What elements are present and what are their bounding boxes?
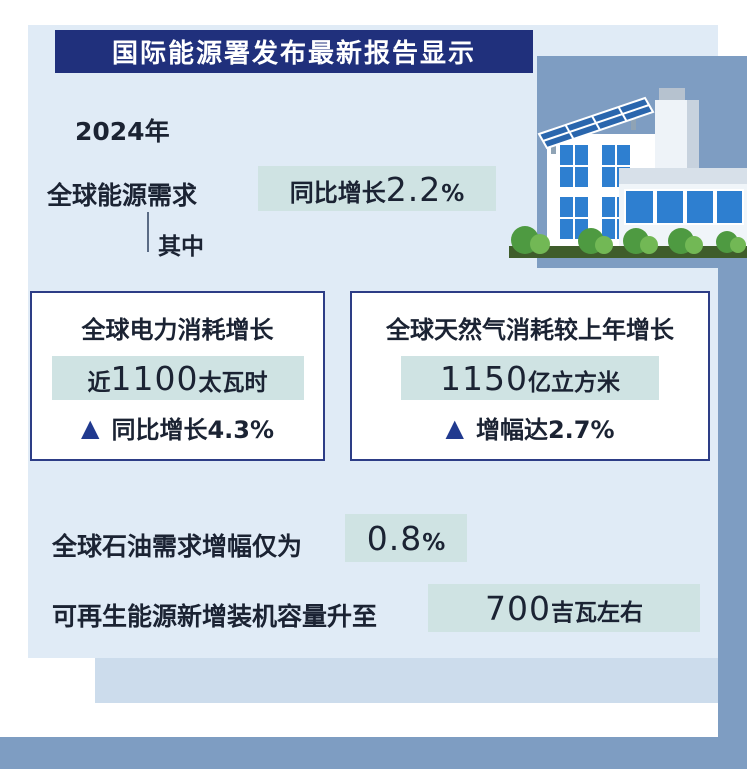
oil-highlight-value: 0.8 bbox=[366, 519, 423, 558]
up-triangle-icon: ▲ bbox=[445, 413, 464, 442]
renewables-highlight-value: 700 bbox=[485, 589, 551, 628]
gas-delta-row: ▲ 增幅达2.7% bbox=[445, 410, 614, 445]
gas-highlight-value: 1150 bbox=[440, 359, 528, 398]
oil-highlight-unit: % bbox=[422, 530, 446, 556]
renewables-highlight: 700 吉瓦左右 bbox=[428, 584, 700, 632]
among-label: 其中 bbox=[158, 234, 204, 260]
gas-highlight: 1150 亿立方米 bbox=[401, 356, 659, 400]
electricity-highlight-value: 1100 bbox=[110, 359, 199, 398]
renewables-highlight-unit: 吉瓦左右 bbox=[551, 600, 643, 626]
oil-label: 全球石油需求增幅仅为 bbox=[52, 532, 303, 561]
demand-highlight: 同比增长 2.2 % bbox=[258, 166, 496, 211]
electricity-highlight-unit: 太瓦时 bbox=[198, 370, 268, 396]
solar-panel-icon bbox=[537, 96, 655, 154]
up-triangle-icon: ▲ bbox=[80, 413, 100, 442]
building-illustration bbox=[509, 88, 747, 258]
gas-title: 全球天然气消耗较上年增长 bbox=[386, 316, 674, 344]
demand-highlight-value: 2.2 bbox=[385, 170, 442, 209]
demand-highlight-prefix: 同比增长 bbox=[289, 179, 386, 207]
gas-delta-text: 增幅达2.7% bbox=[475, 416, 615, 444]
renewables-label: 可再生能源新增装机容量升至 bbox=[52, 602, 378, 631]
electricity-highlight-prefix: 近 bbox=[87, 370, 111, 396]
bush-icons bbox=[511, 226, 746, 254]
gas-highlight-unit: 亿立方米 bbox=[527, 370, 620, 396]
bottom-background-band bbox=[0, 737, 747, 769]
among-connector-line bbox=[147, 212, 149, 252]
electricity-stat-box: 全球电力消耗增长 近 1100 太瓦时 ▲ 同比增长4.3% bbox=[30, 291, 325, 461]
electricity-title: 全球电力消耗增长 bbox=[81, 316, 274, 344]
year-label: 2024年 bbox=[75, 117, 170, 146]
electricity-delta-text: 同比增长4.3% bbox=[111, 416, 275, 444]
electricity-highlight: 近 1100 太瓦时 bbox=[51, 356, 304, 400]
gas-stat-box: 全球天然气消耗较上年增长 1150 亿立方米 ▲ 增幅达2.7% bbox=[350, 291, 710, 461]
demand-label: 全球能源需求 bbox=[47, 181, 198, 210]
banner-title: 国际能源署发布最新报告显示 bbox=[55, 30, 533, 73]
electricity-delta-row: ▲ 同比增长4.3% bbox=[81, 410, 274, 445]
demand-highlight-unit: % bbox=[441, 181, 465, 207]
oil-highlight: 0.8 % bbox=[345, 514, 467, 562]
